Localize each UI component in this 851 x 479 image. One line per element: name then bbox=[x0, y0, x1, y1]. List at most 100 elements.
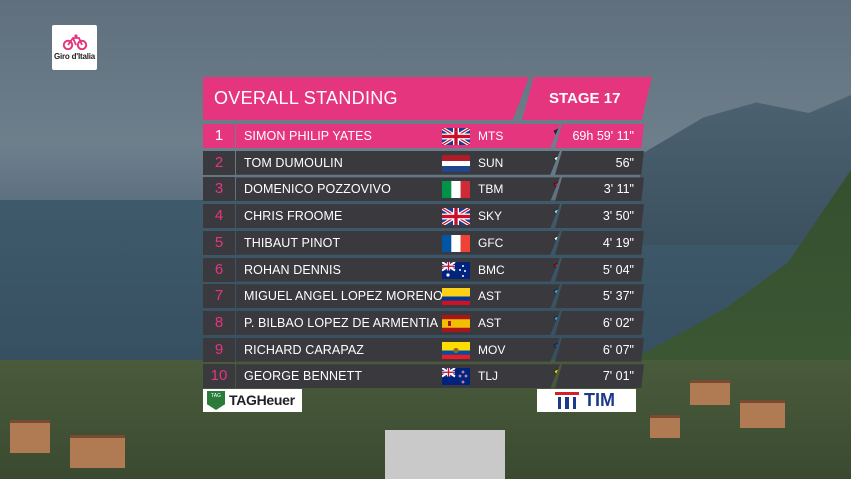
rider-name: P. BILBAO LOPEZ DE ARMENTIA bbox=[244, 315, 439, 330]
rider-cell: DOMENICO POZZOVIVO TBM bbox=[236, 177, 560, 202]
rider-cell: GEORGE BENNETT TLJ bbox=[236, 364, 560, 389]
stage-label: STAGE 17 bbox=[549, 90, 621, 107]
position-number: 6 bbox=[203, 257, 235, 282]
logo-text: Giro d'Italia bbox=[53, 52, 96, 61]
gap-time: 4' 19" bbox=[602, 235, 634, 250]
gap-time: 6' 07" bbox=[602, 342, 634, 357]
rider-cell: CHRIS FROOME SKY bbox=[236, 204, 560, 229]
time-cell: 56" bbox=[555, 150, 644, 175]
rider-name: TOM DUMOULIN bbox=[244, 155, 343, 170]
team-code: GFC bbox=[478, 235, 504, 250]
rider-name: RICHARD CARAPAZ bbox=[244, 342, 365, 357]
tagheuer-text: TAGHeuer bbox=[229, 392, 295, 408]
tag-badge-text: TAG bbox=[211, 393, 221, 399]
house bbox=[70, 435, 125, 468]
au-flag-icon bbox=[442, 261, 470, 279]
standing-row: 4 CHRIS FROOME SKY 3' 50" bbox=[203, 204, 644, 229]
house bbox=[690, 380, 730, 405]
standing-row: 10 GEORGE BENNETT TLJ 7' 01" bbox=[203, 364, 644, 389]
standings-header: OVERALL STANDING STAGE 17 bbox=[203, 77, 652, 120]
nz-flag-icon bbox=[442, 368, 470, 386]
rider-cell: P. BILBAO LOPEZ DE ARMENTIA AST bbox=[236, 310, 560, 335]
time-cell: 6' 02" bbox=[555, 310, 644, 335]
time-cell: 4' 19" bbox=[555, 230, 644, 255]
standing-row: 9 RICHARD CARAPAZ MOV 6' 07" bbox=[203, 337, 644, 362]
gap-time: 6' 02" bbox=[602, 315, 634, 330]
team-code: AST bbox=[478, 289, 502, 304]
gap-time: 56" bbox=[615, 155, 634, 170]
fr-flag-icon bbox=[442, 234, 470, 252]
rider-name: CHRIS FROOME bbox=[244, 209, 343, 224]
es-flag-icon bbox=[442, 314, 470, 332]
time-cell: 69h 59' 11" bbox=[555, 124, 644, 148]
time-cell: 7' 01" bbox=[555, 364, 644, 389]
position-number: 9 bbox=[203, 337, 235, 362]
building bbox=[385, 430, 505, 479]
team-code: SUN bbox=[478, 155, 504, 170]
rider-cell: ROHAN DENNIS BMC bbox=[236, 257, 560, 282]
gap-time: 3' 11" bbox=[603, 182, 634, 197]
tim-sponsor: TIM bbox=[537, 389, 636, 412]
bicycle-icon bbox=[62, 34, 87, 50]
position-number: 4 bbox=[203, 204, 235, 229]
position-number: 1 bbox=[203, 124, 235, 148]
standing-row: 5 THIBAUT PINOT GFC 4' 19" bbox=[203, 230, 644, 255]
gap-time: 5' 37" bbox=[602, 289, 634, 304]
standing-row: 6 ROHAN DENNIS BMC 5' 04" bbox=[203, 257, 644, 282]
standing-row: 2 TOM DUMOULIN SUN 56" bbox=[203, 150, 644, 175]
time-cell: 5' 04" bbox=[555, 257, 644, 282]
rider-name: DOMENICO POZZOVIVO bbox=[244, 182, 391, 197]
team-code: BMC bbox=[478, 262, 505, 277]
tagheuer-sponsor: TAG TAGHeuer bbox=[203, 389, 302, 412]
team-code: MOV bbox=[478, 342, 506, 357]
team-code: TBM bbox=[478, 182, 504, 197]
position-number: 2 bbox=[203, 150, 235, 175]
header-stage-bar bbox=[522, 77, 652, 120]
tim-text: TIM bbox=[584, 390, 615, 410]
tagheuer-shield-icon: TAG bbox=[207, 391, 225, 410]
team-code: AST bbox=[478, 315, 502, 330]
header-title-bar bbox=[203, 77, 529, 120]
time-cell: 3' 50" bbox=[555, 204, 644, 229]
it-flag-icon bbox=[442, 181, 470, 199]
house bbox=[10, 420, 50, 453]
time-cell: 5' 37" bbox=[555, 284, 644, 309]
rider-cell: THIBAUT PINOT GFC bbox=[236, 230, 560, 255]
house bbox=[740, 400, 785, 428]
gb-flag-icon bbox=[442, 208, 470, 226]
team-code: MTS bbox=[478, 129, 504, 143]
standing-row: 1 SIMON PHILIP YATES MTS 69h 59' 11" bbox=[203, 124, 644, 148]
position-number: 5 bbox=[203, 230, 235, 255]
team-code: TLJ bbox=[478, 369, 499, 384]
giro-logo: Giro d'Italia bbox=[52, 25, 97, 70]
standing-row: 7 MIGUEL ANGEL LOPEZ MORENO AST 5' 37" bbox=[203, 284, 644, 309]
house bbox=[650, 415, 680, 438]
tim-logo-icon bbox=[555, 392, 579, 409]
gap-time: 69h 59' 11" bbox=[572, 129, 634, 143]
gap-time: 5' 04" bbox=[602, 262, 634, 277]
rider-name: THIBAUT PINOT bbox=[244, 235, 341, 250]
gb-flag-icon bbox=[442, 128, 470, 145]
gap-time: 3' 50" bbox=[602, 209, 634, 224]
rider-name: GEORGE BENNETT bbox=[244, 369, 363, 384]
rider-cell: RICHARD CARAPAZ MOV bbox=[236, 337, 560, 362]
position-number: 3 bbox=[203, 177, 235, 202]
standings-title: OVERALL STANDING bbox=[214, 88, 398, 108]
position-number: 8 bbox=[203, 310, 235, 335]
standing-row: 8 P. BILBAO LOPEZ DE ARMENTIA AST 6' 02" bbox=[203, 310, 644, 335]
rider-name: MIGUEL ANGEL LOPEZ MORENO bbox=[244, 289, 443, 304]
rider-name: SIMON PHILIP YATES bbox=[244, 129, 372, 143]
nl-flag-icon bbox=[442, 154, 470, 172]
standing-row: 3 DOMENICO POZZOVIVO TBM 3' 11" bbox=[203, 177, 644, 202]
co-flag-icon bbox=[442, 288, 470, 306]
position-number: 10 bbox=[203, 364, 235, 389]
rider-cell: MIGUEL ANGEL LOPEZ MORENO AST bbox=[236, 284, 560, 309]
rider-cell: TOM DUMOULIN SUN bbox=[236, 150, 560, 175]
time-cell: 3' 11" bbox=[555, 177, 644, 202]
rider-name: ROHAN DENNIS bbox=[244, 262, 342, 277]
team-code: SKY bbox=[478, 209, 503, 224]
rider-cell: SIMON PHILIP YATES MTS bbox=[236, 124, 560, 148]
ec-flag-icon bbox=[442, 341, 470, 359]
position-number: 7 bbox=[203, 284, 235, 309]
gap-time: 7' 01" bbox=[602, 369, 634, 384]
